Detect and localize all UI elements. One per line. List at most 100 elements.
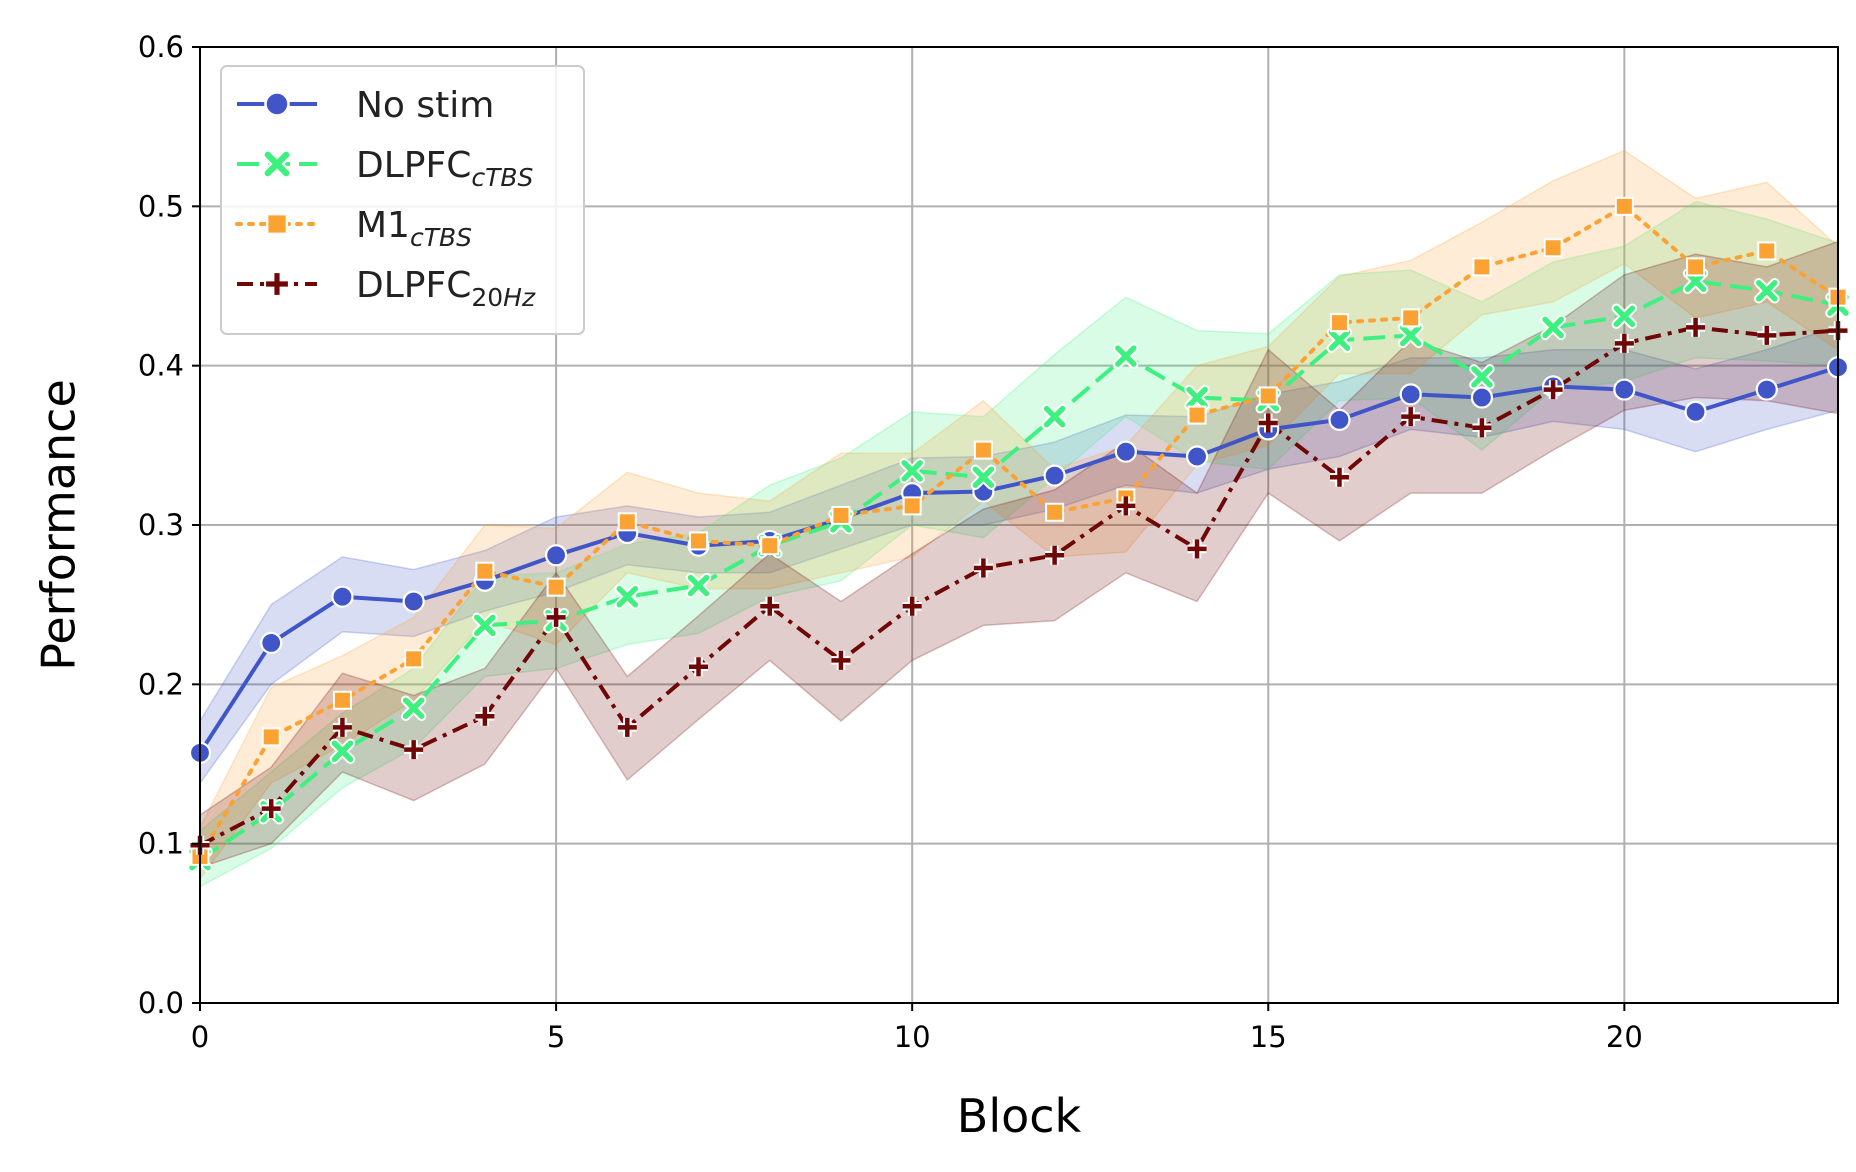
legend-label: M1cTBS bbox=[356, 205, 472, 252]
y-tick-label: 0.2 bbox=[138, 667, 184, 701]
data-point-2-18 bbox=[1472, 257, 1492, 277]
data-point-2-20 bbox=[1614, 196, 1634, 216]
data-point-0-5 bbox=[544, 544, 568, 567]
data-point-3-13 bbox=[1116, 496, 1136, 516]
data-point-0-22 bbox=[1755, 378, 1778, 401]
data-point-1-11 bbox=[970, 464, 997, 490]
data-point-2-19 bbox=[1543, 238, 1563, 258]
data-point-3-19 bbox=[1543, 380, 1563, 400]
data-point-3-20 bbox=[1614, 333, 1634, 353]
y-tick-label: 0.3 bbox=[138, 508, 184, 542]
data-point-2-2 bbox=[332, 690, 352, 710]
data-point-3-4 bbox=[475, 706, 495, 726]
data-point-3-6 bbox=[617, 717, 637, 737]
data-point-1-14 bbox=[1184, 384, 1210, 411]
data-point-0-17 bbox=[1399, 383, 1422, 406]
data-point-2-21 bbox=[1686, 257, 1706, 277]
legend-marker bbox=[264, 91, 290, 117]
data-point-3-8 bbox=[760, 596, 780, 616]
x-tick-label: 15 bbox=[1250, 1020, 1287, 1054]
data-point-0-1 bbox=[260, 631, 283, 655]
data-point-1-18 bbox=[1469, 364, 1495, 390]
legend-marker bbox=[266, 273, 288, 295]
legend-label-main: DLPFC bbox=[356, 145, 471, 186]
data-point-0-13 bbox=[1114, 440, 1137, 463]
legend-entry-2: M1cTBS bbox=[235, 205, 472, 252]
x-tick-label: 10 bbox=[894, 1020, 931, 1054]
data-point-3-17 bbox=[1401, 407, 1421, 427]
data-point-3-1 bbox=[261, 799, 281, 819]
data-point-3-21 bbox=[1686, 317, 1706, 337]
legend-label-main: M1 bbox=[356, 205, 410, 246]
data-point-1-3 bbox=[400, 695, 427, 721]
legend-label-subscript: 20 bbox=[471, 283, 503, 312]
x-axis-label: Block bbox=[957, 1089, 1082, 1143]
data-point-0-14 bbox=[1185, 445, 1209, 468]
data-point-0-3 bbox=[402, 590, 425, 613]
data-point-1-17 bbox=[1397, 322, 1424, 349]
legend-label-main: No stim bbox=[356, 85, 494, 126]
axis-ticks: 0 5 10 15 20 0.0 0.1 0.2 0.3 0.4 0.5 0.6 bbox=[138, 30, 1643, 1054]
legend-label-main: DLPFC bbox=[356, 265, 471, 306]
data-point-3-12 bbox=[1045, 545, 1065, 565]
data-point-0-18 bbox=[1470, 386, 1494, 409]
data-point-2-11 bbox=[973, 440, 993, 460]
data-point-3-10 bbox=[902, 596, 922, 616]
data-point-2-1 bbox=[261, 727, 281, 747]
data-point-2-9 bbox=[831, 505, 851, 525]
data-point-2-17 bbox=[1401, 308, 1421, 328]
data-point-1-7 bbox=[685, 572, 712, 599]
y-tick-label: 0.6 bbox=[138, 30, 184, 64]
data-point-1-2 bbox=[329, 738, 356, 765]
data-point-0-2 bbox=[331, 585, 354, 608]
data-point-2-15 bbox=[1258, 386, 1278, 406]
data-point-2-4 bbox=[475, 561, 495, 581]
data-point-1-6 bbox=[614, 583, 641, 610]
legend-box bbox=[220, 65, 585, 335]
data-point-2-5 bbox=[546, 577, 566, 597]
grid-lines bbox=[199, 46, 1838, 1004]
data-point-3-18 bbox=[1472, 418, 1492, 438]
legend-label: DLPFC20Hz bbox=[356, 265, 536, 312]
data-point-2-12 bbox=[1045, 502, 1065, 522]
x-tick-label: 5 bbox=[547, 1020, 565, 1054]
legend-label-subscript-italic: Hz bbox=[503, 283, 536, 312]
confidence-bands bbox=[200, 149, 1838, 888]
data-point-1-4 bbox=[472, 612, 498, 639]
y-tick-label: 0.1 bbox=[138, 827, 184, 861]
y-tick-label: 0.5 bbox=[138, 189, 184, 223]
data-point-3-16 bbox=[1329, 467, 1349, 487]
data-point-3-9 bbox=[831, 650, 851, 670]
data-point-0-20 bbox=[1613, 378, 1636, 401]
legend-entry-3: DLPFC20Hz bbox=[237, 265, 536, 312]
data-point-3-3 bbox=[404, 740, 424, 760]
series-lines bbox=[200, 204, 1838, 862]
legend-marker bbox=[262, 149, 292, 179]
data-point-0-12 bbox=[1043, 464, 1066, 487]
data-point-2-14 bbox=[1187, 405, 1207, 425]
y-tick-label: 0.4 bbox=[138, 349, 184, 383]
legend-label: DLPFCcTBS bbox=[356, 145, 534, 192]
x-tick-label: 20 bbox=[1606, 1020, 1643, 1054]
data-point-2-22 bbox=[1757, 241, 1777, 261]
data-point-1-19 bbox=[1540, 314, 1566, 341]
data-point-2-3 bbox=[404, 649, 424, 669]
legend-entry-1: DLPFCcTBS bbox=[237, 145, 534, 192]
x-tick-label: 0 bbox=[191, 1020, 209, 1054]
y-tick-label: 0.0 bbox=[138, 986, 184, 1020]
confidence-band-0 bbox=[200, 325, 1838, 785]
data-point-2-7 bbox=[689, 531, 709, 551]
legend-label-subscript-italic: cTBS bbox=[471, 163, 533, 192]
series-line-2 bbox=[200, 204, 1838, 859]
confidence-band-1 bbox=[200, 200, 1838, 888]
legend-label: No stim bbox=[356, 85, 494, 126]
data-point-1-10 bbox=[899, 458, 925, 484]
data-point-2-6 bbox=[617, 512, 637, 532]
data-point-1-13 bbox=[1113, 343, 1139, 369]
y-axis-label: Performance bbox=[32, 379, 86, 671]
legend-label-subscript-italic: cTBS bbox=[410, 223, 472, 252]
data-point-3-15 bbox=[1258, 413, 1278, 433]
legend-entry-0: No stim bbox=[237, 85, 494, 126]
